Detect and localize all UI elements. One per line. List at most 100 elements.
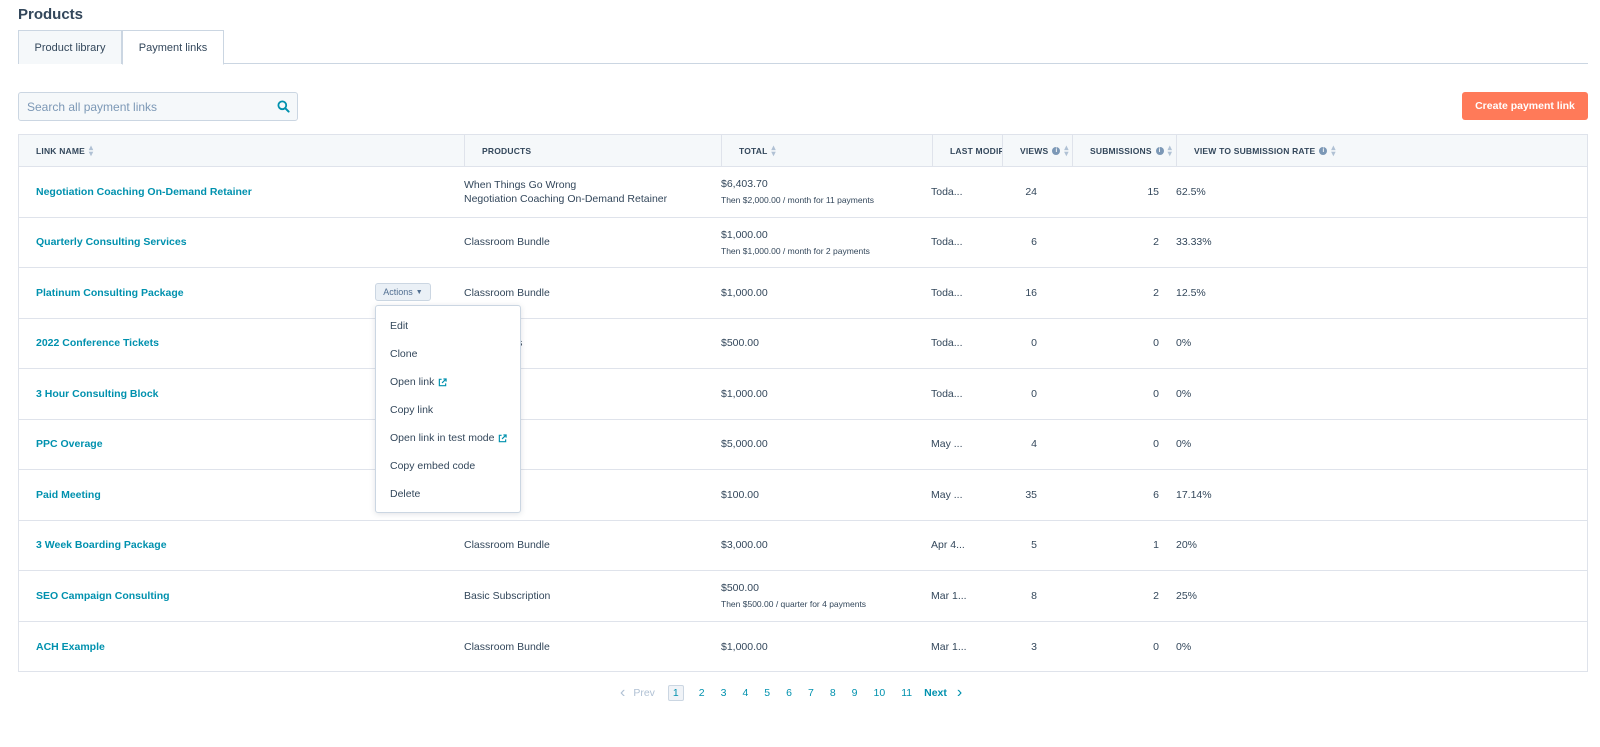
info-icon[interactable]: i xyxy=(1052,147,1061,155)
total-cell: $6,403.70 Then $2,000.00 / month for 11 p… xyxy=(721,167,921,217)
table-row: 3 Hour Consulting Block ulting Block $1,… xyxy=(19,369,1587,420)
rate-cell: 17.14% xyxy=(1176,488,1212,501)
sort-icon: ▴ ▾ xyxy=(1331,143,1336,158)
link-name-cell: ACH Example xyxy=(36,622,436,673)
product-name: Classroom Bundle xyxy=(464,539,550,552)
table-row: Negotiation Coaching On-Demand Retainer … xyxy=(19,167,1587,218)
last-modified-cell: May ... xyxy=(931,488,963,501)
rate-cell: 62.5% xyxy=(1176,185,1206,198)
info-icon[interactable]: i xyxy=(1155,147,1164,155)
last-modified-cell: Apr 4... xyxy=(931,539,965,552)
link-name[interactable]: Negotiation Coaching On-Demand Retainer xyxy=(36,185,252,198)
page-11-button[interactable]: 11 xyxy=(901,687,913,699)
total-cell: $100.00 xyxy=(721,470,921,520)
table-row: Platinum Consulting Package Classroom Bu… xyxy=(19,268,1587,319)
submissions-cell: 2 xyxy=(1153,589,1159,602)
actions-dropdown-button[interactable]: Actions ▼ xyxy=(375,283,431,301)
table-row: SEO Campaign Consulting Basic Subscripti… xyxy=(19,571,1587,622)
page-4-button[interactable]: 4 xyxy=(742,687,749,699)
prev-button[interactable]: Prev xyxy=(633,687,655,699)
last-modified-cell: Toda... xyxy=(931,337,963,350)
info-icon[interactable]: i xyxy=(1319,147,1328,155)
column-header-submissions[interactable]: SUBMISSIONS i ▴ ▾ xyxy=(1073,135,1177,167)
link-name[interactable]: Quarterly Consulting Services xyxy=(36,236,187,249)
page-6-button[interactable]: 6 xyxy=(786,687,792,699)
views-cell: 35 xyxy=(1025,488,1037,501)
submissions-cell: 0 xyxy=(1153,337,1159,350)
rate-cell: 0% xyxy=(1176,387,1192,400)
views-cell: 4 xyxy=(1031,438,1037,451)
link-name[interactable]: Platinum Consulting Package xyxy=(36,286,184,299)
page-9-button[interactable]: 9 xyxy=(851,687,858,699)
product-name: Classroom Bundle xyxy=(464,640,550,653)
table-row: PPC Overage undle $5,000.00 May ... 4 0 … xyxy=(19,420,1587,470)
table-row: 3 Week Boarding Package Classroom Bundle… xyxy=(19,521,1587,571)
total-cell: $1,000.00 Then $1,000.00 / month for 2 pa… xyxy=(721,218,921,268)
link-name[interactable]: Paid Meeting xyxy=(36,488,101,501)
menu-item-open-link-in-test-mode[interactable]: Open link in test mode xyxy=(376,424,520,452)
total-cell: $5,000.00 xyxy=(721,420,921,470)
total-amount: $1,000.00 xyxy=(721,387,768,400)
link-name-cell: SEO Campaign Consulting xyxy=(36,571,436,621)
tab-payment-links[interactable]: Payment links xyxy=(122,30,224,65)
last-modified-cell: Toda... xyxy=(931,387,963,400)
search-input[interactable] xyxy=(19,99,269,114)
link-name[interactable]: SEO Campaign Consulting xyxy=(36,589,170,602)
link-name[interactable]: PPC Overage xyxy=(36,438,103,451)
column-header-last-modified[interactable]: LAST MODIFI xyxy=(933,135,1003,167)
link-name[interactable]: ACH Example xyxy=(36,640,105,653)
link-name[interactable]: 3 Week Boarding Package xyxy=(36,539,167,552)
link-name[interactable]: 3 Hour Consulting Block xyxy=(36,387,159,400)
external-link-icon xyxy=(498,433,508,443)
sort-icon: ▴ ▾ xyxy=(1167,143,1172,158)
table-row: Quarterly Consulting Services Classroom … xyxy=(19,218,1587,268)
submissions-cell: 15 xyxy=(1147,185,1159,198)
total-cell: $3,000.00 xyxy=(721,521,921,571)
products-cell: When Things Go Wrong Negotiation Coaching… xyxy=(464,167,714,217)
menu-item-copy-embed-code[interactable]: Copy embed code xyxy=(390,460,476,472)
page-2-button[interactable]: 2 xyxy=(698,687,705,699)
page-7-button[interactable]: 7 xyxy=(807,687,814,699)
link-name-cell: Paid Meeting xyxy=(36,470,436,520)
next-button[interactable]: Next xyxy=(924,687,947,699)
menu-item-open-link[interactable]: Open link xyxy=(376,368,520,396)
search-icon[interactable] xyxy=(269,93,297,121)
product-name: Classroom Bundle xyxy=(464,236,550,249)
submissions-cell: 0 xyxy=(1153,640,1159,653)
menu-item-edit[interactable]: Edit xyxy=(390,320,409,332)
link-name[interactable]: 2022 Conference Tickets xyxy=(36,337,159,350)
page-8-button[interactable]: 8 xyxy=(829,687,836,699)
chevron-right-icon[interactable]: › xyxy=(956,684,963,701)
column-header-views[interactable]: VIEWS i ▴ ▾ xyxy=(1003,135,1073,167)
chevron-left-icon: ‹ xyxy=(620,684,626,701)
column-header-view-to-submission-rate[interactable]: VIEW TO SUBMISSION RATE i ▴ ▾ xyxy=(1194,143,1336,158)
views-cell: 0 xyxy=(1031,337,1037,350)
menu-item-delete[interactable]: Delete xyxy=(390,488,421,500)
total-cell: $500.00 xyxy=(721,319,921,369)
column-header-link-name[interactable]: LINK NAME ▴ ▾ xyxy=(19,135,465,167)
last-modified-cell: Mar 1... xyxy=(931,589,967,602)
product-name: Basic Subscription xyxy=(464,589,551,602)
sort-icon: ▴ ▾ xyxy=(89,143,94,158)
submissions-cell: 2 xyxy=(1153,286,1159,299)
table-row: Paid Meeting tation $100.00 May ... 35 6… xyxy=(19,470,1587,521)
page-3-button[interactable]: 3 xyxy=(720,687,727,699)
page-5-button[interactable]: 5 xyxy=(764,687,771,699)
last-modified-cell: Toda... xyxy=(931,286,963,299)
views-cell: 5 xyxy=(1031,539,1037,552)
page-1-button[interactable]: 1 xyxy=(667,685,684,701)
menu-item-clone[interactable]: Clone xyxy=(390,348,418,360)
link-name-cell: PPC Overage xyxy=(36,420,436,470)
total-cell: $1,000.00 xyxy=(721,268,921,318)
rate-cell: 0% xyxy=(1176,640,1192,653)
total-amount: $6,403.70 xyxy=(721,178,768,191)
column-header-total[interactable]: TOTAL ▴ ▾ xyxy=(722,135,933,167)
table-row: ACH Example Classroom Bundle $1,000.00 M… xyxy=(19,622,1587,673)
rate-cell: 0% xyxy=(1176,438,1192,451)
page-10-button[interactable]: 10 xyxy=(873,687,886,699)
total-amount: $500.00 xyxy=(721,337,759,350)
external-link-icon xyxy=(438,377,448,387)
tab-product-library[interactable]: Product library xyxy=(18,30,122,64)
menu-item-copy-link[interactable]: Copy link xyxy=(390,404,434,416)
create-payment-link-button[interactable]: Create payment link xyxy=(1462,92,1588,120)
